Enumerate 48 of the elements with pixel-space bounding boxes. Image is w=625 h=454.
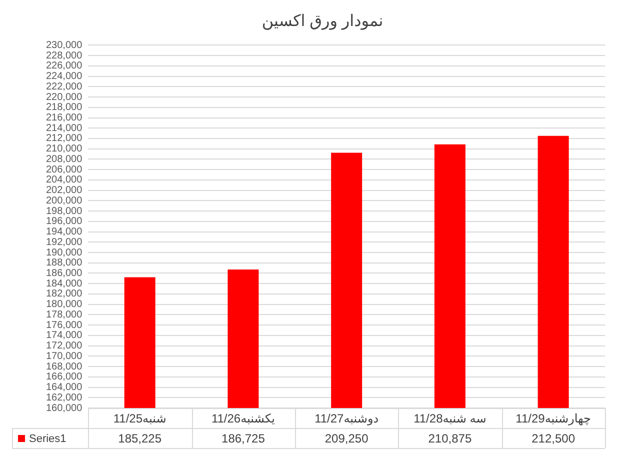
y-tick-label: 178,000 xyxy=(46,309,83,320)
y-tick-label: 182,000 xyxy=(46,288,83,300)
x-tick-label: چهارشنبه11/29 xyxy=(516,411,591,426)
y-tick-label: 194,000 xyxy=(46,226,83,238)
data-label: 212,500 xyxy=(532,431,576,446)
y-tick-label: 214,000 xyxy=(46,122,83,134)
y-tick-label: 230,000 xyxy=(46,40,83,51)
y-tick-label: 216,000 xyxy=(46,112,83,124)
y-tick-label: 208,000 xyxy=(46,154,83,165)
y-tick-label: 172,000 xyxy=(46,340,83,352)
x-tick-label: یکشنبه11/26 xyxy=(211,411,275,426)
y-tick-label: 180,000 xyxy=(46,299,83,310)
data-label: 209,250 xyxy=(324,431,369,446)
y-tick-label: 186,000 xyxy=(46,268,83,279)
y-tick-label: 174,000 xyxy=(46,330,83,342)
y-tick-label: 176,000 xyxy=(46,320,83,331)
y-tick-label: 206,000 xyxy=(46,164,83,176)
y-tick-label: 224,000 xyxy=(46,71,83,82)
y-tick-label: 200,000 xyxy=(46,195,83,206)
data-label: 210,875 xyxy=(428,431,472,446)
x-tick-label: شنبه11/25 xyxy=(113,411,166,426)
y-tick-label: 218,000 xyxy=(46,102,83,114)
y-tick-label: 202,000 xyxy=(46,185,83,196)
y-tick-label: 228,000 xyxy=(46,50,83,62)
y-tick-label: 220,000 xyxy=(46,92,83,103)
data-label: 186,725 xyxy=(222,431,266,446)
chart-title: نمودار ورق اکسین xyxy=(262,13,384,30)
x-tick-label: سه شنبه11/28 xyxy=(414,411,486,426)
legend-label: Series1 xyxy=(29,433,66,446)
x-tick-label: دوشنبه11/27 xyxy=(314,411,379,426)
y-tick-label: 188,000 xyxy=(46,258,83,269)
y-tick-label: 226,000 xyxy=(46,60,83,72)
y-tick-label: 190,000 xyxy=(46,247,83,258)
y-tick-label: 170,000 xyxy=(46,350,83,362)
data-label: 185,225 xyxy=(118,431,162,446)
y-tick-label: 164,000 xyxy=(46,382,83,394)
y-tick-label: 210,000 xyxy=(46,144,83,155)
y-tick-label: 162,000 xyxy=(46,392,83,404)
y-tick-label: 196,000 xyxy=(46,216,83,228)
y-tick-label: 184,000 xyxy=(46,278,83,290)
y-tick-label: 204,000 xyxy=(46,174,83,186)
y-tick-label: 160,000 xyxy=(46,402,83,414)
y-tick-label: 198,000 xyxy=(46,206,83,217)
y-tick-label: 168,000 xyxy=(46,361,83,372)
y-tick-label: 212,000 xyxy=(46,133,83,144)
y-tick-label: 192,000 xyxy=(46,236,83,248)
y-tick-label: 222,000 xyxy=(46,81,83,92)
y-tick-label: 166,000 xyxy=(46,372,83,383)
